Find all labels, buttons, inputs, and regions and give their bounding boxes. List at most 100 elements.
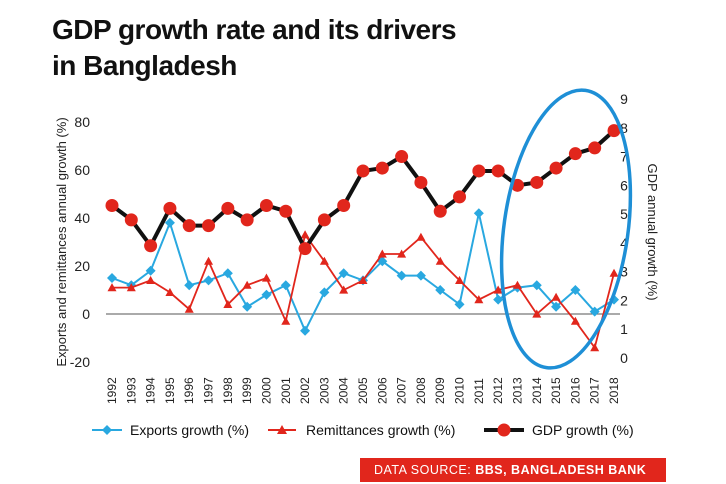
remittances-point bbox=[261, 273, 271, 282]
remittances-point bbox=[223, 299, 233, 308]
exports-point bbox=[242, 301, 253, 312]
x-axis-year-label: 2016 bbox=[568, 377, 582, 404]
legend-label: Remittances growth (%) bbox=[306, 422, 455, 438]
remittances-point bbox=[339, 285, 349, 294]
gdp-point bbox=[337, 198, 351, 212]
gdp-point bbox=[298, 242, 312, 256]
remittances-point bbox=[416, 232, 426, 241]
remittances-point bbox=[590, 343, 600, 352]
exports-point bbox=[570, 285, 581, 295]
gdp-point bbox=[472, 164, 486, 178]
x-axis-year-label: 2012 bbox=[491, 377, 505, 404]
exports-point bbox=[473, 208, 484, 219]
gdp-point bbox=[530, 175, 544, 189]
remittances-point bbox=[435, 256, 445, 265]
exports-point bbox=[203, 275, 214, 286]
remittances-point bbox=[281, 316, 291, 325]
left-axis-tick-label: 0 bbox=[82, 306, 90, 322]
x-axis-year-label: 2013 bbox=[510, 377, 524, 404]
data-source-value: BBS, BANGLADESH BANK bbox=[475, 463, 647, 477]
exports-point bbox=[261, 289, 272, 300]
remittances-point bbox=[358, 275, 368, 284]
x-axis-year-label: 2007 bbox=[395, 377, 409, 404]
exports-point bbox=[531, 280, 542, 291]
remittances-point bbox=[242, 280, 252, 289]
x-axis-year-label: 2006 bbox=[375, 377, 389, 404]
gdp-point bbox=[588, 141, 602, 155]
remittances-series bbox=[107, 230, 619, 352]
x-axis-year-label: 2015 bbox=[549, 377, 563, 404]
x-axis-year-label: 1997 bbox=[202, 377, 216, 404]
right-axis-tick-label: 6 bbox=[620, 177, 628, 193]
chart-title: GDP growth rate and its drivers in Bangl… bbox=[52, 12, 457, 84]
remittances-point bbox=[474, 295, 484, 304]
remittances-point bbox=[204, 256, 214, 265]
gdp-point bbox=[510, 178, 524, 192]
right-axis-tick-label: 3 bbox=[620, 264, 628, 280]
exports-point bbox=[415, 270, 426, 281]
exports-point bbox=[184, 280, 195, 291]
x-axis-year-label: 1998 bbox=[221, 377, 235, 404]
gdp-point bbox=[317, 213, 331, 227]
exports-point bbox=[493, 294, 504, 305]
x-axis-year-label: 2014 bbox=[530, 377, 544, 404]
right-axis-tick-label: 2 bbox=[620, 292, 628, 308]
gdp-point bbox=[202, 219, 216, 233]
exports-point bbox=[222, 268, 233, 279]
x-axis-year-label: 2002 bbox=[298, 377, 312, 404]
right-axis-tick-label: 7 bbox=[620, 149, 628, 165]
exports-point bbox=[107, 273, 117, 283]
remittances-point bbox=[512, 280, 522, 289]
x-axis-year-label: 1994 bbox=[144, 377, 158, 404]
x-axis-year-label: 2009 bbox=[433, 377, 447, 404]
gdp-point bbox=[279, 204, 293, 218]
gdp-point bbox=[356, 164, 370, 178]
x-axis-year-label: 2011 bbox=[472, 378, 486, 404]
data-source-bar: DATA SOURCE: BBS, BANGLADESH BANK bbox=[360, 458, 666, 482]
left-axis-tick-label: 60 bbox=[74, 162, 90, 178]
right-axis-label: GDP annual growth (%) bbox=[645, 163, 660, 300]
chart-title-line-2: in Bangladesh bbox=[52, 50, 237, 81]
right-axis-tick-label: 5 bbox=[620, 206, 628, 222]
gdp-point bbox=[182, 219, 196, 233]
remittances-point bbox=[184, 304, 194, 313]
gdp-point bbox=[259, 198, 273, 212]
exports-point bbox=[396, 270, 407, 281]
gdp-point bbox=[433, 204, 447, 218]
exports-point bbox=[454, 299, 465, 310]
legend-label: Exports growth (%) bbox=[130, 422, 249, 438]
gdp-point bbox=[414, 175, 428, 189]
exports-point bbox=[589, 306, 600, 317]
remittances-point bbox=[609, 268, 619, 277]
right-axis-tick-label: 1 bbox=[620, 321, 628, 337]
remittances-point bbox=[397, 249, 407, 258]
legend: Exports growth (%) Remittances growth (%)… bbox=[92, 422, 634, 438]
exports-point bbox=[280, 280, 291, 291]
legend-label: GDP growth (%) bbox=[532, 422, 634, 438]
left-axis-tick-label: 80 bbox=[74, 114, 90, 130]
chart-title-line-1: GDP growth rate and its drivers bbox=[52, 14, 457, 45]
remittances-point bbox=[319, 256, 329, 265]
x-axis-year-label: 2000 bbox=[259, 377, 273, 404]
x-axis-year-label: 2001 bbox=[279, 377, 293, 404]
remittances-point bbox=[532, 309, 542, 318]
x-axis-year-label: 1999 bbox=[240, 377, 254, 404]
remittances-line bbox=[112, 232, 615, 350]
gdp-point bbox=[163, 201, 177, 215]
gdp-point bbox=[395, 150, 409, 164]
x-axis-year-label: 1993 bbox=[124, 377, 138, 404]
exports-point bbox=[300, 325, 311, 336]
exports-point bbox=[435, 285, 446, 295]
remittances-point bbox=[107, 283, 117, 292]
exports-point bbox=[319, 287, 330, 298]
gdp-point bbox=[491, 164, 505, 178]
exports-point bbox=[145, 265, 156, 276]
exports-point bbox=[338, 268, 349, 279]
remittances-point bbox=[165, 287, 175, 296]
legend-gdp-marker bbox=[497, 423, 511, 437]
gdp-point bbox=[568, 147, 582, 161]
exports-point bbox=[164, 217, 175, 228]
x-axis-year-label: 2017 bbox=[588, 377, 602, 404]
right-axis-tick-label: 8 bbox=[620, 120, 628, 136]
